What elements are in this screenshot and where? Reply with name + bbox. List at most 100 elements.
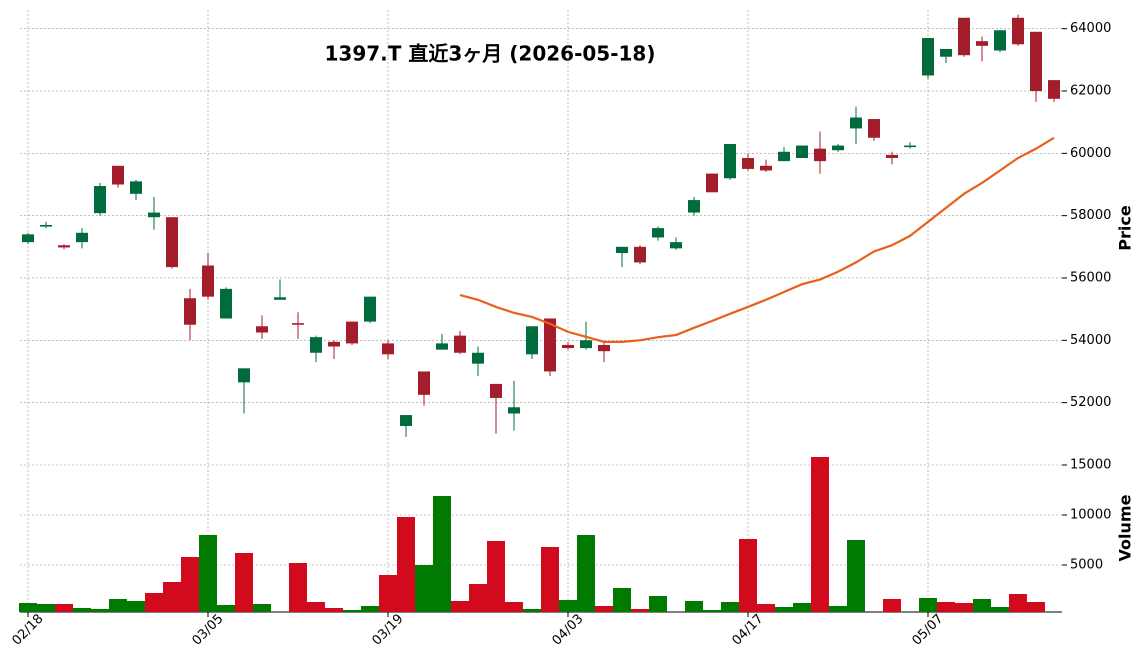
chart-title: 1397.T 直近3ヶ月 (2026-05-18) xyxy=(325,42,656,66)
volume-bar xyxy=(433,496,451,612)
candle-body xyxy=(454,335,466,353)
candle-body xyxy=(292,323,304,325)
x-tick-label: 05/07 xyxy=(909,611,946,648)
candle-body xyxy=(598,344,610,352)
volume-bar xyxy=(235,553,253,612)
candle-body xyxy=(76,232,88,243)
candle-body xyxy=(724,143,736,179)
moving-average-line xyxy=(459,136,1055,343)
volume-bar xyxy=(289,563,307,612)
candle-body xyxy=(814,148,826,162)
candle-body xyxy=(886,154,898,159)
volume-bar xyxy=(991,607,1009,612)
volume-bar xyxy=(883,599,901,612)
y-tick-label: 64000 xyxy=(1070,21,1111,36)
candle-body xyxy=(148,212,160,218)
volume-bar xyxy=(505,602,523,612)
volume-bar xyxy=(757,604,775,612)
volume-bar xyxy=(937,602,955,612)
x-tick-label: 04/03 xyxy=(549,611,586,648)
volume-bar xyxy=(793,603,811,612)
volume-bar xyxy=(685,601,703,612)
volume-bar xyxy=(721,602,739,612)
y-tick-label: 56000 xyxy=(1070,270,1111,285)
candle-body xyxy=(526,326,538,355)
volume-bar xyxy=(343,610,361,612)
candle-body xyxy=(670,242,682,249)
candle-body xyxy=(94,186,106,214)
candle-body xyxy=(562,344,574,349)
y-tick-label: 62000 xyxy=(1070,84,1111,99)
candle-body xyxy=(418,371,430,395)
volume-bar xyxy=(361,606,379,612)
x-tick-label: 03/19 xyxy=(369,611,406,648)
volume-bar xyxy=(811,457,829,612)
y-axis-label: Price xyxy=(1116,205,1135,251)
candle-body xyxy=(238,368,250,383)
x-tick-label: 02/18 xyxy=(9,611,46,648)
x-tick-label: 04/17 xyxy=(729,611,766,648)
candle-body xyxy=(130,181,142,194)
candle-body xyxy=(976,41,988,46)
candle-body xyxy=(40,225,52,227)
volume-bar xyxy=(127,601,145,612)
candle-body xyxy=(382,343,394,355)
volume-bar xyxy=(145,593,163,612)
y-tick-label: 10000 xyxy=(1070,508,1111,523)
candle-body xyxy=(436,343,448,350)
candle-body xyxy=(760,165,772,171)
volume-bar xyxy=(955,603,973,612)
volume-bar xyxy=(415,565,433,612)
candle-body xyxy=(904,145,916,148)
volume-bar xyxy=(73,608,91,612)
volume-bar xyxy=(487,541,505,612)
candle-body xyxy=(832,145,844,151)
candle-body xyxy=(940,48,952,57)
candle-body xyxy=(472,352,484,364)
volume-bar xyxy=(613,588,631,612)
candle-body xyxy=(328,341,340,347)
y-tick-label: 5000 xyxy=(1070,558,1103,573)
y-axis-label: Volume xyxy=(1116,494,1135,561)
y-tick-label: 15000 xyxy=(1070,458,1111,473)
candle-body xyxy=(544,318,556,372)
volume-bar xyxy=(163,582,181,612)
candle-body xyxy=(922,38,934,76)
candle-body xyxy=(652,228,664,238)
volume-bar xyxy=(55,604,73,612)
volume-bar xyxy=(919,598,937,612)
volume-bar xyxy=(199,535,217,612)
volume-bar xyxy=(325,608,343,612)
volume-bar xyxy=(577,535,595,612)
volume-bar xyxy=(181,557,199,612)
candle-body xyxy=(220,288,232,319)
volume-bar xyxy=(397,517,415,612)
volume-bar xyxy=(217,605,235,612)
candle-body xyxy=(958,17,970,56)
y-tick-label: 52000 xyxy=(1070,395,1111,410)
volume-bar xyxy=(253,604,271,612)
candle-body xyxy=(346,321,358,344)
volume-bar xyxy=(37,604,55,612)
volume-bar xyxy=(829,606,847,612)
y-tick-label: 58000 xyxy=(1070,208,1111,223)
candle-body xyxy=(1030,31,1042,92)
volume-bar xyxy=(973,599,991,612)
volume-bar xyxy=(19,603,37,612)
volume-bar xyxy=(379,575,397,612)
candle-body xyxy=(796,145,808,159)
candle-body xyxy=(868,119,880,138)
candle-body xyxy=(184,298,196,325)
volume-bar xyxy=(595,606,613,612)
volume-bar xyxy=(109,599,127,612)
volume-bar xyxy=(703,610,721,612)
volume-bar xyxy=(469,584,487,612)
candle-body xyxy=(112,165,124,185)
candle-body xyxy=(580,340,592,349)
y-tick-label: 60000 xyxy=(1070,146,1111,161)
y-tick-label: 54000 xyxy=(1070,333,1111,348)
candle-body xyxy=(310,337,322,353)
volume-bar xyxy=(91,609,109,612)
volume-bar xyxy=(559,600,577,612)
